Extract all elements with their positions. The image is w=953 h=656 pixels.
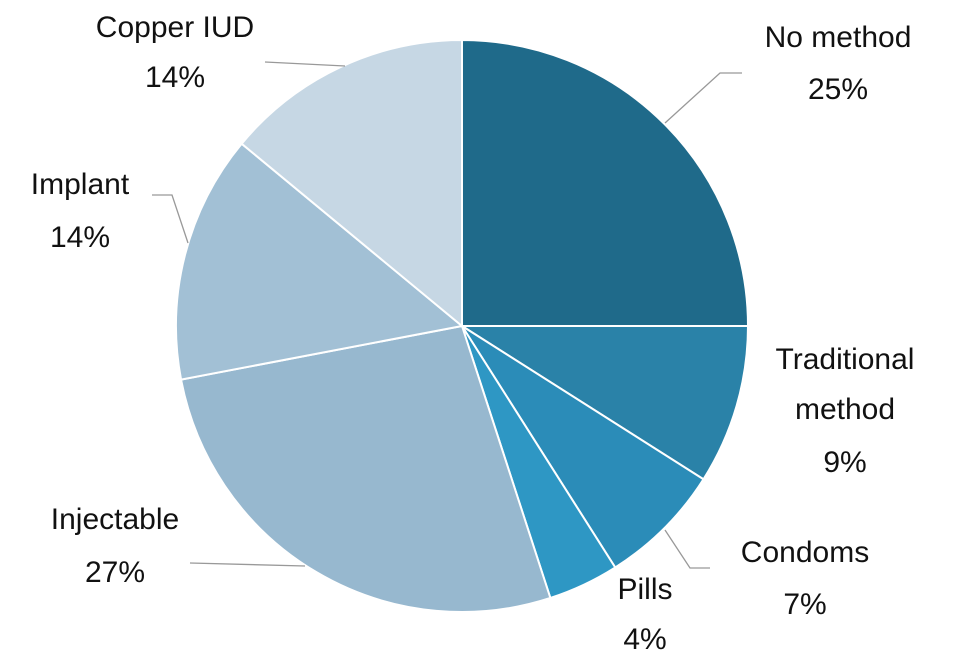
leader-line bbox=[152, 194, 189, 244]
slice-value-label: 9% bbox=[823, 446, 867, 479]
slice-value-label: 7% bbox=[783, 588, 827, 621]
slice-value-label: 27% bbox=[84, 556, 146, 589]
slice-label: Implant bbox=[30, 168, 130, 201]
pie-slice bbox=[461, 38, 750, 327]
leader-line bbox=[664, 529, 710, 569]
slice-value-label: 25% bbox=[807, 73, 869, 106]
slice-label: Traditional method bbox=[775, 343, 915, 426]
pie-slice bbox=[458, 325, 750, 481]
leader-line bbox=[264, 61, 346, 67]
leader-line bbox=[664, 72, 742, 124]
pie-slice bbox=[175, 142, 465, 381]
slice-label: Condoms bbox=[740, 536, 870, 569]
pie-slice bbox=[461, 325, 705, 569]
pie-slice bbox=[179, 324, 552, 613]
slice-value-label: 14% bbox=[49, 221, 111, 254]
pie-slice bbox=[240, 38, 463, 329]
slice-label: Copper IUD bbox=[95, 11, 255, 44]
leader-line bbox=[189, 562, 306, 567]
slice-label: No method bbox=[764, 21, 912, 54]
slice-label: Injectable bbox=[50, 503, 180, 536]
slice-value-label: 4% bbox=[623, 623, 667, 656]
leader-lines bbox=[152, 61, 742, 569]
slice-value-label: 14% bbox=[144, 61, 206, 94]
slice-label: Pills bbox=[617, 573, 673, 606]
